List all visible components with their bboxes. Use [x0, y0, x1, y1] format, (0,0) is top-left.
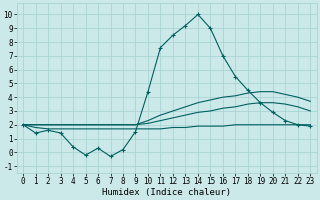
X-axis label: Humidex (Indice chaleur): Humidex (Indice chaleur) [102, 188, 231, 197]
